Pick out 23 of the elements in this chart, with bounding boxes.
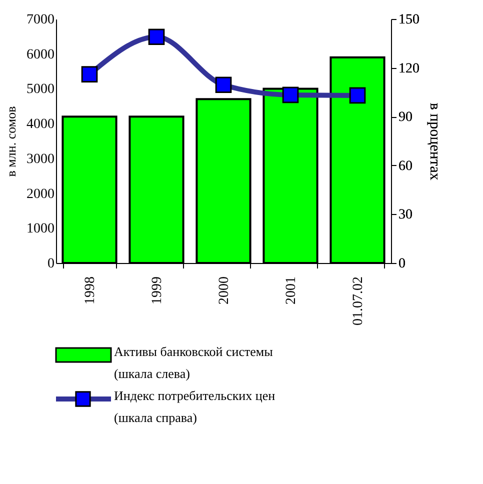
y2-tick-label: 30 xyxy=(398,208,412,223)
y-tick-label: 4000 xyxy=(26,117,54,132)
y-tick-label: 3000 xyxy=(26,152,54,167)
x-tick-label: 2001 xyxy=(284,276,299,304)
y-tick-label: 7000 xyxy=(26,12,54,28)
y-tick-label: 0 xyxy=(48,256,54,272)
legend-label: Индекс потребительских цен (шкала справа) xyxy=(114,388,276,425)
y2-tick-label: 60 xyxy=(398,158,412,174)
x-tick-label: 1999 xyxy=(150,276,165,304)
x-tick-label: 01.07.02 xyxy=(351,276,366,326)
y-axis-title: в млн. сомов xyxy=(4,106,18,177)
y2-tick-label: 0 xyxy=(398,256,406,272)
y2-axis-title: в процентах xyxy=(426,102,442,181)
y-tick-label: 2000 xyxy=(26,186,54,202)
y2-tick-label: 120 xyxy=(398,61,420,76)
y-tick-label: 5000 xyxy=(26,82,54,98)
y-tick-label: 6000 xyxy=(26,47,54,62)
x-tick-label: 1998 xyxy=(83,276,98,304)
y2-tick-label: 150 xyxy=(398,12,420,28)
y2-tick-label: 90 xyxy=(398,110,412,126)
y-tick-label: 1000 xyxy=(26,222,54,237)
legend-label: Активы банковской системы (шкала слева) xyxy=(114,344,274,381)
x-tick-label: 2000 xyxy=(217,276,232,304)
